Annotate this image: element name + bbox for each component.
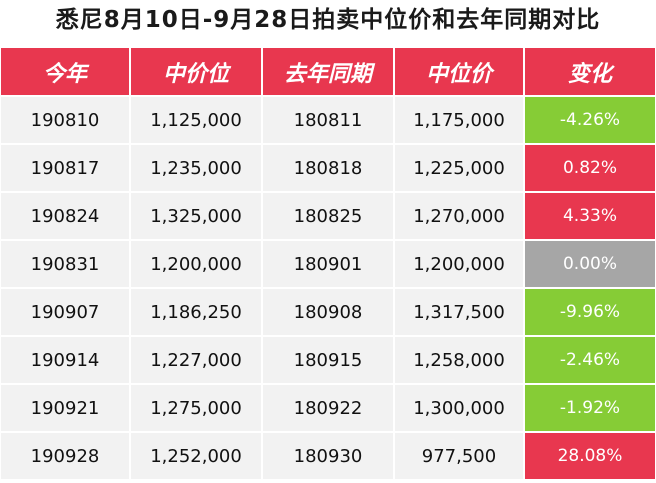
cell-change: 4.33% <box>525 193 655 241</box>
cell-last-year-date: 180901 <box>263 241 395 289</box>
cell-last-year-median-price: 1,200,000 <box>395 241 525 289</box>
cell-change: -2.46% <box>525 337 655 385</box>
cell-last-year-date: 180930 <box>263 433 395 481</box>
cell-this-year-date: 190810 <box>1 97 131 145</box>
cell-this-year-date: 190824 <box>1 193 131 241</box>
table-row: 190831 1,200,000 180901 1,200,000 0.00% <box>1 241 655 289</box>
cell-median-price: 1,235,000 <box>131 145 263 193</box>
cell-change: -4.26% <box>525 97 655 145</box>
cell-median-price: 1,200,000 <box>131 241 263 289</box>
cell-last-year-date: 180922 <box>263 385 395 433</box>
table-row: 190928 1,252,000 180930 977,500 28.08% <box>1 433 655 481</box>
cell-change: -1.92% <box>525 385 655 433</box>
cell-median-price: 1,252,000 <box>131 433 263 481</box>
cell-median-price: 1,227,000 <box>131 337 263 385</box>
cell-median-price: 1,186,250 <box>131 289 263 337</box>
cell-this-year-date: 190914 <box>1 337 131 385</box>
cell-this-year-date: 190928 <box>1 433 131 481</box>
table-row: 190824 1,325,000 180825 1,270,000 4.33% <box>1 193 655 241</box>
cell-this-year-date: 190817 <box>1 145 131 193</box>
cell-change: 0.82% <box>525 145 655 193</box>
table-row: 190914 1,227,000 180915 1,258,000 -2.46% <box>1 337 655 385</box>
table-row: 190921 1,275,000 180922 1,300,000 -1.92% <box>1 385 655 433</box>
cell-this-year-date: 190921 <box>1 385 131 433</box>
cell-change: -9.96% <box>525 289 655 337</box>
header-this-year: 今年 <box>1 48 131 97</box>
cell-last-year-median-price: 1,225,000 <box>395 145 525 193</box>
cell-last-year-date: 180825 <box>263 193 395 241</box>
cell-change: 0.00% <box>525 241 655 289</box>
cell-median-price: 1,325,000 <box>131 193 263 241</box>
page-title: 悉尼8月10日-9月28日拍卖中位价和去年同期对比 <box>55 7 601 33</box>
header-change: 变化 <box>525 48 655 97</box>
table-header-row: 今年 中价位 去年同期 中位价 变化 <box>1 48 655 97</box>
cell-last-year-median-price: 1,300,000 <box>395 385 525 433</box>
cell-this-year-date: 190907 <box>1 289 131 337</box>
comparison-table: 今年 中价位 去年同期 中位价 变化 190810 1,125,000 180811… <box>1 48 655 481</box>
cell-last-year-median-price: 1,258,000 <box>395 337 525 385</box>
cell-this-year-date: 190831 <box>1 241 131 289</box>
cell-last-year-date: 180908 <box>263 289 395 337</box>
cell-last-year-date: 180811 <box>263 97 395 145</box>
header-last-year-median-price: 中位价 <box>395 48 525 97</box>
cell-last-year-date: 180915 <box>263 337 395 385</box>
header-last-year-same-period: 去年同期 <box>263 48 395 97</box>
table-row: 190817 1,235,000 180818 1,225,000 0.82% <box>1 145 655 193</box>
cell-last-year-median-price: 977,500 <box>395 433 525 481</box>
cell-median-price: 1,275,000 <box>131 385 263 433</box>
cell-last-year-median-price: 1,317,500 <box>395 289 525 337</box>
cell-median-price: 1,125,000 <box>131 97 263 145</box>
cell-last-year-date: 180818 <box>263 145 395 193</box>
cell-last-year-median-price: 1,270,000 <box>395 193 525 241</box>
table-body: 190810 1,125,000 180811 1,175,000 -4.26% 1908… <box>1 97 655 481</box>
table-row: 190810 1,125,000 180811 1,175,000 -4.26% <box>1 97 655 145</box>
cell-last-year-median-price: 1,175,000 <box>395 97 525 145</box>
table-row: 190907 1,186,250 180908 1,317,500 -9.96% <box>1 289 655 337</box>
header-median-price: 中价位 <box>131 48 263 97</box>
cell-change: 28.08% <box>525 433 655 481</box>
